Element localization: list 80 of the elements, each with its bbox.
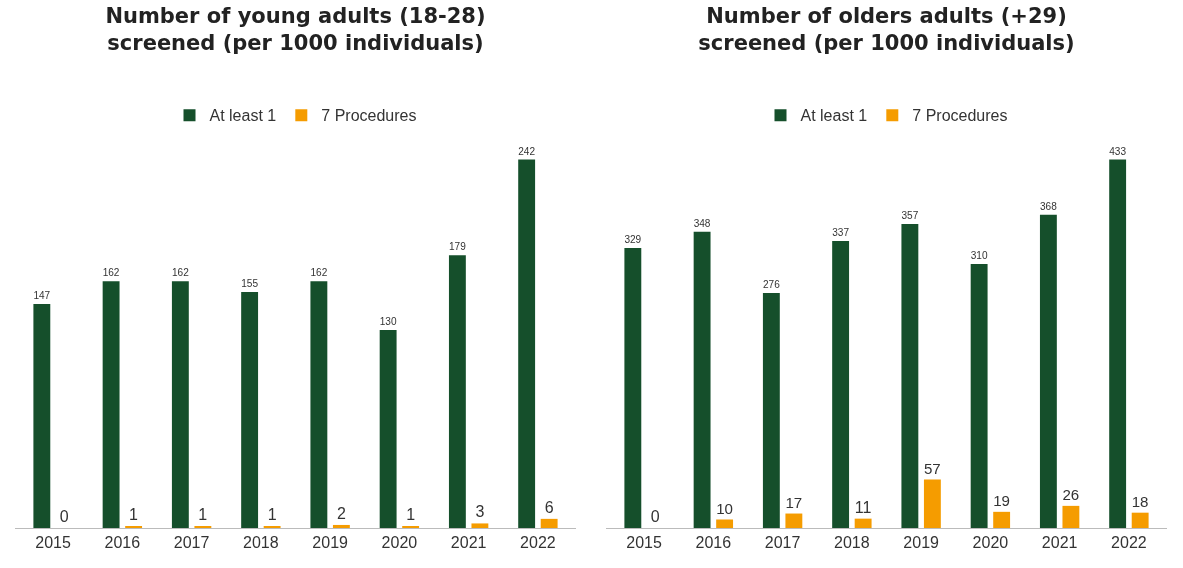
data-label: 357 xyxy=(901,210,919,222)
legend-label: At least 1 xyxy=(209,107,277,125)
bar xyxy=(1131,512,1149,528)
x-tick-label: 2018 xyxy=(243,534,279,552)
x-tick-label: 2019 xyxy=(903,534,940,552)
bar xyxy=(471,523,489,528)
data-label: 276 xyxy=(762,279,781,291)
data-label: 155 xyxy=(241,278,259,290)
data-label: 179 xyxy=(448,241,467,253)
x-tick-label: 2020 xyxy=(381,534,418,552)
bar xyxy=(102,281,120,528)
bar xyxy=(993,511,1011,528)
data-label: 1 xyxy=(198,506,208,523)
bar xyxy=(693,231,711,528)
bar xyxy=(241,291,259,528)
bar xyxy=(785,513,803,528)
data-label: 6 xyxy=(544,498,554,516)
x-tick-label: 2016 xyxy=(104,534,141,552)
data-label: 337 xyxy=(832,227,850,239)
x-tick-label: 2021 xyxy=(1041,534,1078,552)
x-tick-label: 2019 xyxy=(312,534,349,552)
bar xyxy=(854,518,872,528)
data-label: 11 xyxy=(854,498,872,516)
x-tick-label: 2017 xyxy=(173,534,210,552)
bar xyxy=(923,479,941,528)
data-label: 162 xyxy=(171,267,190,279)
data-label: 26 xyxy=(1062,486,1080,504)
data-label: 2 xyxy=(336,504,346,522)
data-label: 19 xyxy=(993,492,1010,509)
legend-label: 7 Procedures xyxy=(321,107,417,125)
bar xyxy=(1062,505,1080,528)
bar xyxy=(332,524,350,528)
data-label: 17 xyxy=(785,493,803,511)
x-tick-label: 2017 xyxy=(764,534,801,552)
data-label: 130 xyxy=(379,316,397,328)
x-tick-label: 2021 xyxy=(450,534,487,552)
legend-label: 7 Procedures xyxy=(912,107,1008,125)
bar xyxy=(624,247,642,528)
data-label: 329 xyxy=(624,234,642,246)
x-tick-label: 2015 xyxy=(626,534,662,552)
x-tick-label: 2016 xyxy=(695,534,732,552)
x-tick-label: 2020 xyxy=(972,534,1009,552)
data-label: 162 xyxy=(102,267,120,279)
bar xyxy=(33,304,51,528)
data-label: 348 xyxy=(693,217,711,229)
bar xyxy=(1109,159,1127,528)
bar xyxy=(1039,214,1057,528)
data-label: 1 xyxy=(267,506,277,523)
data-label: 147 xyxy=(33,290,51,302)
data-label: 310 xyxy=(970,250,988,262)
x-tick-label: 2015 xyxy=(35,534,71,552)
legend-label: At least 1 xyxy=(800,107,868,125)
data-label: 1 xyxy=(129,506,139,523)
data-label: 0 xyxy=(59,508,69,525)
bar xyxy=(970,264,988,528)
bar xyxy=(716,519,734,528)
chart-title: Number of olders adults (+29) screened (per 1000 individuals) xyxy=(698,3,1075,56)
data-label: 242 xyxy=(518,145,536,157)
bar xyxy=(448,255,466,528)
bar xyxy=(310,281,328,528)
data-label: 368 xyxy=(1039,200,1058,212)
bar xyxy=(762,293,780,528)
data-label: 1 xyxy=(406,506,416,523)
data-label: 10 xyxy=(716,499,733,517)
data-label: 3 xyxy=(475,503,485,521)
bar xyxy=(832,241,850,528)
bar xyxy=(901,224,919,528)
data-label: 433 xyxy=(1109,145,1127,157)
data-label: 0 xyxy=(650,508,660,525)
x-tick-label: 2022 xyxy=(520,534,556,552)
data-label: 57 xyxy=(923,459,941,477)
bar xyxy=(540,518,558,528)
bar xyxy=(171,281,189,528)
bar xyxy=(518,159,536,528)
x-tick-label: 2018 xyxy=(834,534,870,552)
data-label: 18 xyxy=(1131,492,1149,510)
data-label: 162 xyxy=(310,267,328,279)
chart-title: Number of young adults (18-28) screened (per 1000 individuals) xyxy=(105,3,486,56)
bar xyxy=(379,329,397,528)
x-tick-label: 2022 xyxy=(1111,534,1147,552)
